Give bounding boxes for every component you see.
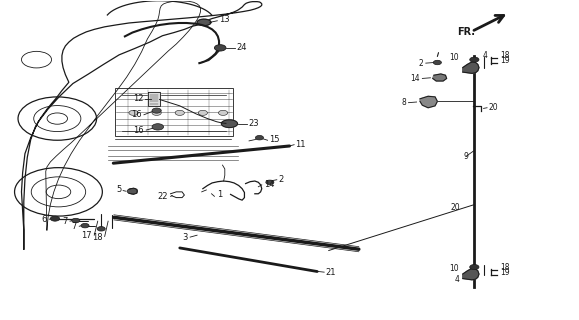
Circle shape bbox=[433, 60, 441, 65]
Text: 5: 5 bbox=[117, 186, 122, 195]
Circle shape bbox=[470, 57, 479, 62]
Text: 9: 9 bbox=[464, 152, 469, 161]
Text: 19: 19 bbox=[500, 56, 510, 65]
Text: 14: 14 bbox=[411, 74, 420, 83]
Circle shape bbox=[152, 108, 162, 113]
Text: 20: 20 bbox=[488, 103, 498, 112]
Text: 7: 7 bbox=[72, 222, 77, 231]
Text: 1: 1 bbox=[217, 190, 222, 199]
Text: 19: 19 bbox=[500, 268, 510, 277]
Text: 3: 3 bbox=[182, 233, 188, 242]
Polygon shape bbox=[463, 268, 479, 280]
Polygon shape bbox=[148, 92, 160, 106]
Circle shape bbox=[127, 188, 138, 194]
Polygon shape bbox=[420, 96, 437, 108]
Text: 7: 7 bbox=[63, 217, 68, 226]
Text: 12: 12 bbox=[133, 94, 144, 103]
Text: 4: 4 bbox=[482, 51, 487, 60]
Circle shape bbox=[175, 110, 184, 116]
Circle shape bbox=[470, 265, 479, 270]
Text: 6: 6 bbox=[42, 215, 47, 224]
Text: 24: 24 bbox=[236, 43, 247, 52]
Bar bbox=[115, 88, 233, 136]
Text: 20: 20 bbox=[451, 203, 460, 212]
Text: 18: 18 bbox=[91, 233, 102, 242]
Text: 13: 13 bbox=[219, 15, 230, 24]
Text: 16: 16 bbox=[131, 110, 142, 119]
Text: 16: 16 bbox=[133, 125, 144, 134]
Text: 10: 10 bbox=[450, 264, 459, 273]
Text: 4: 4 bbox=[455, 275, 459, 284]
Text: 11: 11 bbox=[295, 140, 306, 148]
Circle shape bbox=[129, 110, 138, 116]
Circle shape bbox=[152, 110, 162, 116]
Text: 23: 23 bbox=[248, 119, 259, 128]
Circle shape bbox=[81, 223, 89, 228]
Text: 2: 2 bbox=[278, 175, 283, 184]
Text: 17: 17 bbox=[81, 231, 92, 240]
Text: 18: 18 bbox=[500, 51, 510, 60]
Polygon shape bbox=[433, 74, 446, 81]
Text: 14: 14 bbox=[264, 180, 274, 189]
Text: 8: 8 bbox=[401, 98, 406, 107]
Circle shape bbox=[72, 218, 80, 223]
Text: 21: 21 bbox=[325, 268, 336, 277]
Text: 15: 15 bbox=[269, 135, 279, 144]
Circle shape bbox=[255, 135, 263, 140]
Circle shape bbox=[152, 124, 164, 130]
Circle shape bbox=[198, 110, 207, 116]
Circle shape bbox=[214, 45, 226, 51]
Circle shape bbox=[218, 110, 228, 116]
Polygon shape bbox=[197, 19, 211, 26]
Circle shape bbox=[266, 180, 274, 185]
Polygon shape bbox=[463, 62, 479, 73]
Text: 10: 10 bbox=[450, 53, 459, 62]
Circle shape bbox=[50, 216, 60, 221]
Text: 2: 2 bbox=[419, 59, 423, 68]
Circle shape bbox=[97, 227, 105, 231]
Text: 18: 18 bbox=[500, 262, 510, 272]
Text: 22: 22 bbox=[157, 192, 168, 201]
Polygon shape bbox=[221, 120, 237, 127]
Text: FR.: FR. bbox=[457, 27, 475, 37]
